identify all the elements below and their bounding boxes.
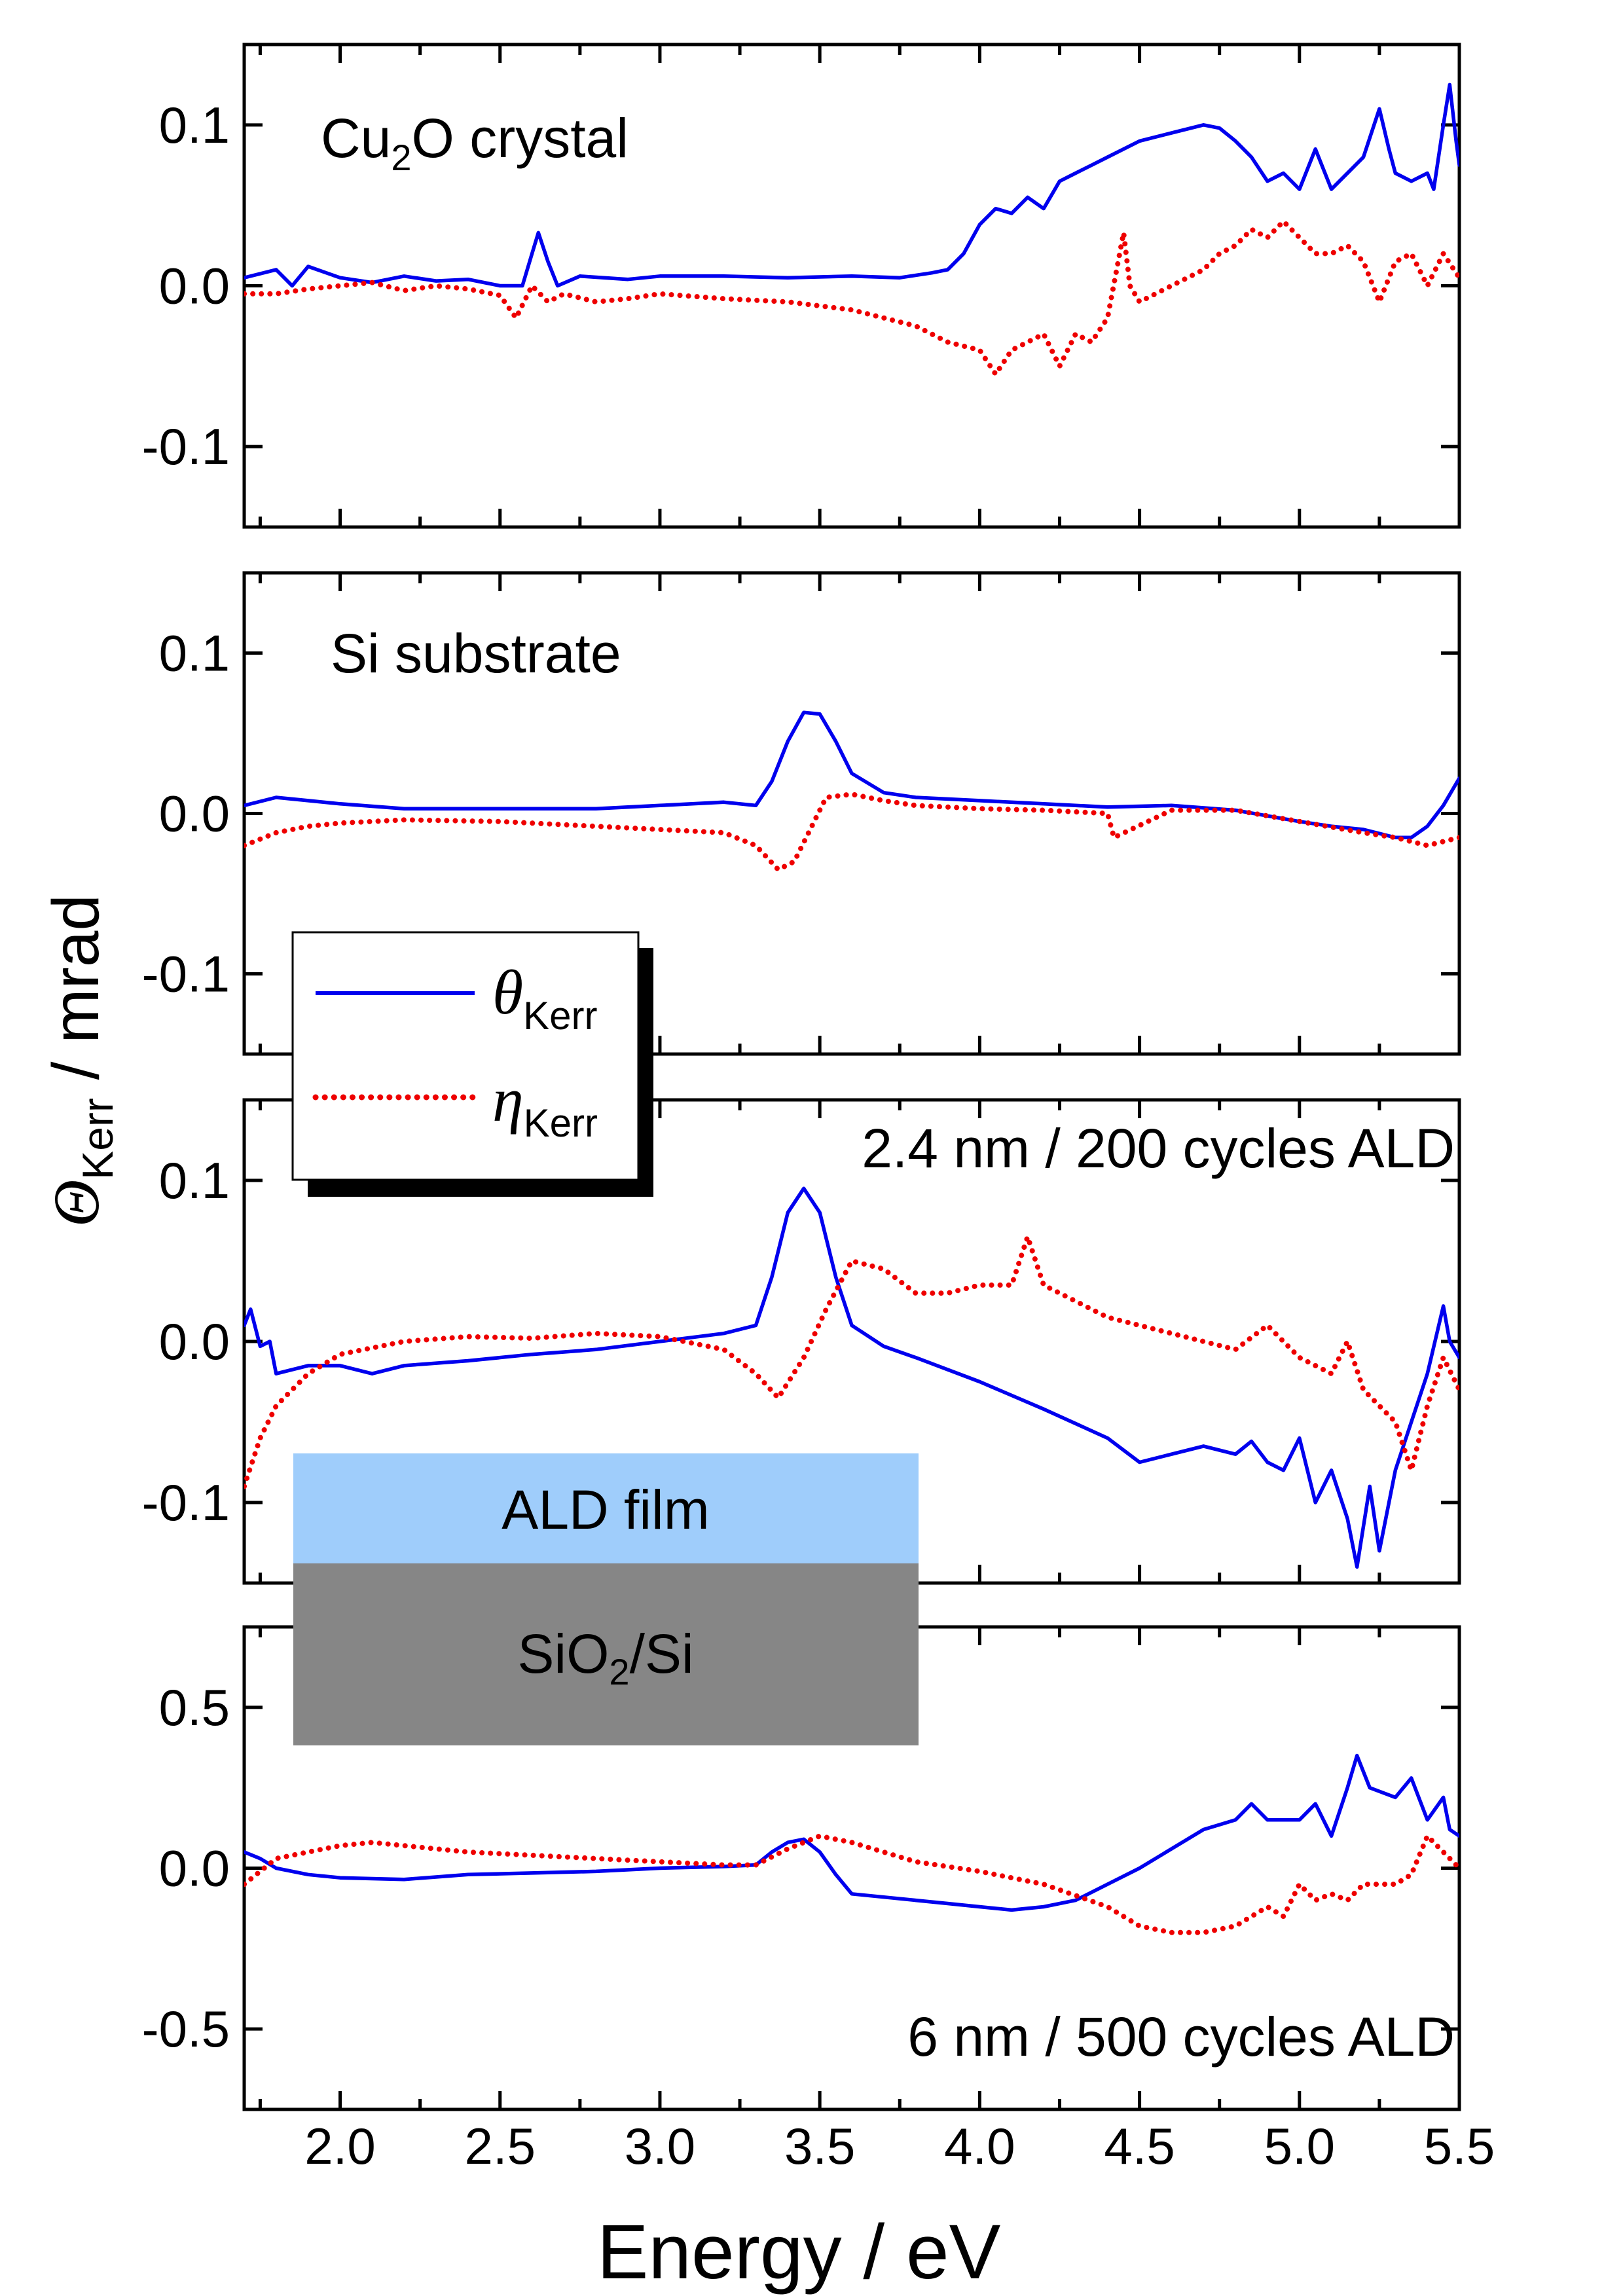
legend-theta-label: θKerr (492, 957, 598, 1038)
plot-area (244, 1753, 1459, 1935)
inset-substrate-layer (293, 1563, 919, 1745)
x-tick-label: 2.5 (465, 2117, 536, 2175)
y-tick-label: -0.5 (142, 2000, 230, 2058)
inset-schematic: ALD film SiO2/Si (293, 1453, 919, 1745)
x-tick-label: 4.0 (944, 2117, 1015, 2175)
x-tick-label: 4.5 (1104, 2117, 1175, 2175)
x-tick-label: 5.5 (1424, 2117, 1495, 2175)
series-theta_Kerr (244, 1753, 1459, 1912)
x-tick-label: 3.5 (784, 2117, 855, 2175)
y-axis-title: ΘKerr / mrad (39, 894, 122, 1227)
series-eta_Kerr (244, 1234, 1459, 1489)
legend-box (291, 931, 640, 1181)
y-tick-label: 0.1 (159, 96, 230, 154)
y-tick-label: 0.0 (159, 785, 230, 843)
series-eta_Kerr (244, 219, 1459, 377)
panel-label: 6 nm / 500 cycles ALD (907, 2006, 1455, 2068)
x-tick-labels: 2.0 2.5 3.0 3.5 4.0 4.5 5.0 5.5 (304, 2117, 1495, 2175)
y-tick-label: 0.1 (159, 625, 230, 682)
legend: θKerr ηKerr (291, 931, 653, 1197)
panel-1: -0.1 0.0 0.1 Cu2O crystal (142, 43, 1461, 529)
x-tick-label: 5.0 (1264, 2117, 1335, 2175)
series-eta_Kerr (244, 1833, 1459, 1935)
y-tick-label: 0.1 (159, 1152, 230, 1209)
series-theta_Kerr (244, 1186, 1459, 1569)
panel-label: Cu2O crystal (321, 107, 629, 178)
y-tick-label: -0.1 (142, 1474, 230, 1531)
series-eta_Kerr (244, 792, 1459, 873)
panel-4: -0.5 0.0 0.5 6 nm / 500 cycles ALD (142, 1625, 1461, 2111)
y-tick-label: 0.0 (159, 1840, 230, 1897)
series-theta_Kerr (244, 710, 1459, 840)
plot-area (244, 82, 1459, 377)
plot-area (244, 1186, 1459, 1569)
y-tick-label: -0.1 (142, 945, 230, 1003)
inset-film-label: ALD film (501, 1479, 709, 1540)
y-tick-label: -0.1 (142, 418, 230, 475)
y-axis-unit: / mrad (39, 894, 113, 1098)
panel-label: 2.4 nm / 200 cycles ALD (862, 1118, 1455, 1179)
svg-text:ΘKerr / mrad: ΘKerr / mrad (39, 894, 122, 1227)
y-tick-label: 0.0 (159, 257, 230, 315)
x-tick-label: 2.0 (304, 2117, 375, 2175)
panel-label: Si substrate (331, 623, 621, 684)
y-axis-symbol: Θ (40, 1180, 113, 1227)
y-tick-label: 0.5 (159, 1679, 230, 1736)
panels: -0.1 0.0 0.1 Cu2O crystal -0.1 0.0 0.1 Si subst… (142, 43, 1461, 2111)
x-tick-label: 3.0 (625, 2117, 695, 2175)
y-tick-label: 0.0 (159, 1313, 230, 1370)
inset-substrate-label: SiO2/Si (517, 1623, 693, 1692)
plot-area (244, 710, 1459, 873)
x-axis-title: Energy / eV (597, 2209, 1001, 2295)
legend-eta-label: ηKerr (492, 1065, 598, 1145)
inset-film-layer (293, 1453, 919, 1563)
panel-2: -0.1 0.0 0.1 Si substrate (142, 571, 1461, 1056)
y-axis-subscript: Kerr (73, 1098, 122, 1180)
series-theta_Kerr (244, 82, 1459, 288)
